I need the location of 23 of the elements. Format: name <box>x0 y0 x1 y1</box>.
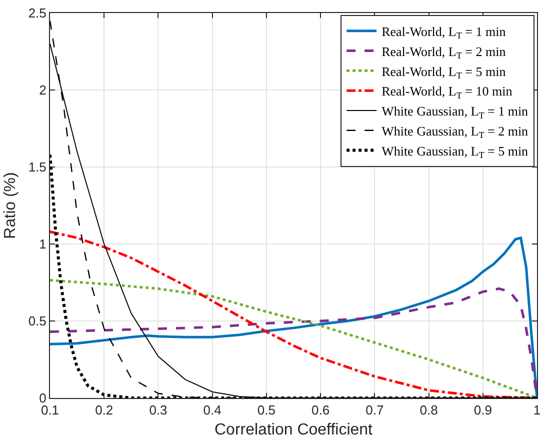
x-axis-title: Correlation Coefficient <box>214 421 374 438</box>
legend-label: Real-World, L$_{T}$ = 1 min <box>382 24 506 41</box>
legend-label: White Gaussian, L$_{T}$ = 1 min <box>382 104 529 120</box>
y-tick-label: 0.5 <box>28 314 46 329</box>
y-tick-label: 1.5 <box>28 160 46 175</box>
y-tick-label: 1 <box>39 236 46 252</box>
x-tick-label: 1 <box>533 402 541 418</box>
x-tick-label: 0.9 <box>474 402 492 418</box>
x-tick-label: 0.4 <box>203 402 222 418</box>
y-axis-title: Ratio (%) <box>2 172 20 239</box>
x-tick-label: 0.2 <box>95 402 114 418</box>
x-tick-label: 0.8 <box>420 402 438 418</box>
legend-label: Real-World, L$_{T}$ = 2 min <box>382 44 506 61</box>
legend-label: White Gaussian, L$_{T}$ = 5 min <box>382 143 529 160</box>
x-tick-label: 0.6 <box>312 402 330 418</box>
x-tick-label: 0.3 <box>149 402 168 418</box>
legend-label: Real-World, L$_{T}$ = 10 min <box>382 84 513 100</box>
y-tick-label: 2.5 <box>28 6 46 21</box>
legend-label: White Gaussian, L$_{T}$ = 2 min <box>382 123 529 140</box>
x-tick-label: 0.5 <box>257 402 276 418</box>
legend-label: Real-World, L$_{T}$ = 5 min <box>382 64 506 80</box>
x-tick-label: 0.7 <box>366 402 384 418</box>
y-tick-label: 2 <box>39 82 46 98</box>
